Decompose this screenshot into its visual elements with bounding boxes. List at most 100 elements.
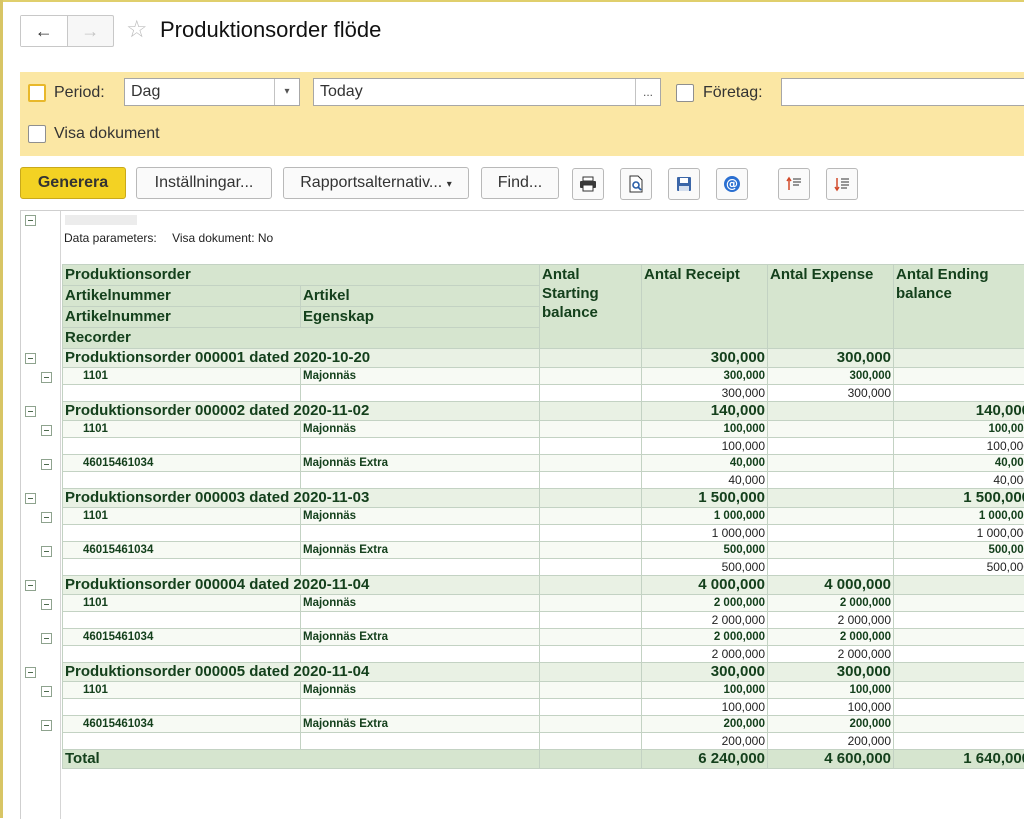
item-starting	[540, 455, 642, 472]
report-scroll-marker	[65, 215, 137, 225]
detail-receipt: 300,000	[642, 385, 768, 402]
period-label: Period:	[54, 83, 105, 103]
collapse-toggle-icon[interactable]	[41, 546, 52, 557]
collapse-toggle-icon[interactable]	[41, 599, 52, 610]
item-name: Majonnäs	[301, 595, 540, 612]
save-button[interactable]	[668, 168, 700, 200]
period-checkbox[interactable]	[28, 84, 46, 102]
item-receipt: 300,000	[642, 368, 768, 385]
collapse-toggle-icon[interactable]	[25, 493, 36, 504]
collapse-toggle-icon[interactable]	[41, 459, 52, 470]
favorite-star-icon[interactable]: ☆	[126, 16, 148, 44]
company-field[interactable]	[781, 78, 1024, 106]
period-value-field[interactable]: Today ...	[313, 78, 661, 106]
item-code: 1101	[63, 368, 301, 385]
detail-empty	[301, 559, 540, 576]
report-options-button[interactable]: Rapportsalternativ... ▾	[283, 167, 469, 199]
collapse-toggle-icon[interactable]	[25, 353, 36, 364]
order-group-row[interactable]: Produktionsorder 000001 dated 2020-10-20…	[63, 349, 1024, 368]
chevron-down-icon: ▾	[447, 179, 452, 190]
expand-groups-button[interactable]	[778, 168, 810, 200]
order-group-row[interactable]: Produktionsorder 000002 dated 2020-11-02…	[63, 402, 1024, 421]
print-preview-icon	[628, 175, 644, 193]
collapse-toggle-icon[interactable]	[41, 372, 52, 383]
item-expense: 100,000	[768, 682, 894, 699]
order-group-row[interactable]: Produktionsorder 000004 dated 2020-11-04…	[63, 576, 1024, 595]
email-at-icon: @	[723, 175, 741, 193]
collapse-toggle-icon[interactable]	[41, 425, 52, 436]
forward-button[interactable]: →	[68, 16, 114, 46]
detail-starting	[540, 733, 642, 750]
header-row: Produktionsorder Antal Starting balance …	[63, 265, 1024, 286]
send-email-button[interactable]: @	[716, 168, 748, 200]
order-group-row[interactable]: Produktionsorder 000005 dated 2020-11-04…	[63, 663, 1024, 682]
show-documents-checkbox[interactable]	[28, 125, 46, 143]
back-button[interactable]: ←	[21, 16, 68, 46]
item-name: Majonnäs	[301, 682, 540, 699]
collapse-toggle-icon[interactable]	[41, 720, 52, 731]
period-type-select[interactable]: Dag ▾	[124, 78, 300, 106]
generate-button[interactable]: Generera	[20, 167, 126, 199]
collapse-toggle-icon[interactable]	[25, 667, 36, 678]
detail-ending: 40,000	[894, 472, 1024, 489]
order-starting	[540, 576, 642, 595]
detail-ending	[894, 385, 1024, 402]
header-property: Egenskap	[301, 307, 540, 328]
preview-button[interactable]	[620, 168, 652, 200]
collapse-toggle-icon[interactable]	[25, 406, 36, 417]
company-checkbox[interactable]	[676, 84, 694, 102]
order-receipt: 1 500,000	[642, 489, 768, 508]
detail-property	[63, 612, 301, 629]
detail-row[interactable]: 1 000,0001 000,000	[63, 525, 1024, 542]
order-starting	[540, 663, 642, 682]
collapse-toggle-icon[interactable]	[25, 215, 36, 226]
chevron-down-icon[interactable]: ▾	[274, 79, 299, 105]
item-starting	[540, 629, 642, 646]
item-name: Majonnäs Extra	[301, 716, 540, 733]
detail-starting	[540, 699, 642, 716]
period-choose-button[interactable]: ...	[635, 79, 660, 105]
detail-expense: 100,000	[768, 699, 894, 716]
find-button[interactable]: Find...	[481, 167, 559, 199]
item-ending: 1 000,000	[894, 508, 1024, 525]
detail-ending: 1 000,000	[894, 525, 1024, 542]
arrow-right-icon: →	[81, 21, 99, 42]
total-expense: 4 600,000	[768, 750, 894, 769]
detail-expense: 200,000	[768, 733, 894, 750]
detail-expense	[768, 438, 894, 455]
collapse-groups-button[interactable]	[826, 168, 858, 200]
detail-receipt: 100,000	[642, 438, 768, 455]
collapse-toggle-icon[interactable]	[41, 686, 52, 697]
item-starting	[540, 716, 642, 733]
header-ending-balance: Antal Ending balance	[894, 265, 1024, 349]
order-group-row[interactable]: Produktionsorder 000003 dated 2020-11-03…	[63, 489, 1024, 508]
settings-button[interactable]: Inställningar...	[136, 167, 272, 199]
item-name: Majonnäs Extra	[301, 629, 540, 646]
print-button[interactable]	[572, 168, 604, 200]
collapse-toggle-icon[interactable]	[41, 633, 52, 644]
detail-property	[63, 646, 301, 663]
order-title: Produktionsorder 000004 dated 2020-11-04	[63, 576, 540, 595]
collapse-toggle-icon[interactable]	[25, 580, 36, 591]
item-name: Majonnäs Extra	[301, 455, 540, 472]
collapse-toggle-icon[interactable]	[41, 512, 52, 523]
header-item-number: Artikelnummer	[63, 286, 301, 307]
